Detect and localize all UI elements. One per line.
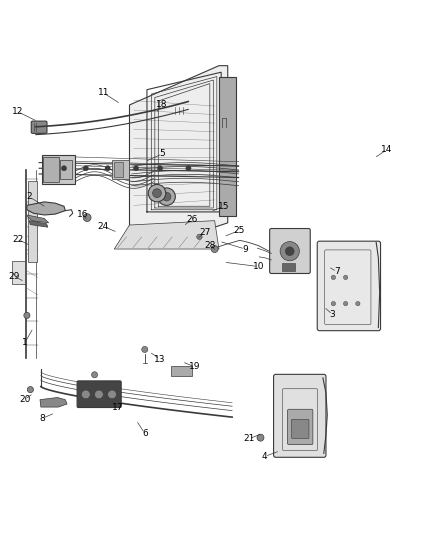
Text: 5: 5 [159,149,165,158]
Text: 12: 12 [11,107,23,116]
Text: 6: 6 [142,429,148,438]
Polygon shape [27,215,49,223]
FancyBboxPatch shape [114,161,123,177]
Text: 24: 24 [98,222,109,231]
Text: 4: 4 [262,452,268,461]
Text: 22: 22 [13,235,24,244]
FancyBboxPatch shape [288,409,313,445]
Circle shape [280,241,299,261]
Text: 21: 21 [243,434,254,443]
FancyBboxPatch shape [43,157,59,182]
FancyBboxPatch shape [42,155,75,183]
Circle shape [27,386,33,393]
Circle shape [159,107,165,113]
Polygon shape [40,398,67,407]
Text: 1: 1 [22,338,28,348]
Text: 9: 9 [242,245,248,254]
Circle shape [108,390,117,399]
Circle shape [142,346,148,352]
Circle shape [152,189,161,198]
Circle shape [92,372,98,378]
FancyBboxPatch shape [270,229,310,273]
FancyBboxPatch shape [172,104,196,116]
Polygon shape [130,66,228,249]
FancyBboxPatch shape [31,121,47,133]
Polygon shape [114,221,219,249]
Circle shape [83,214,91,222]
Circle shape [148,184,166,202]
FancyBboxPatch shape [317,241,381,330]
Circle shape [134,166,139,171]
FancyBboxPatch shape [274,374,326,457]
Text: 26: 26 [186,215,198,224]
Circle shape [197,234,202,239]
Circle shape [211,246,218,253]
FancyBboxPatch shape [28,181,37,262]
Circle shape [331,302,336,306]
Text: 8: 8 [39,414,45,423]
Text: 18: 18 [155,100,167,109]
Text: 25: 25 [233,226,244,235]
FancyBboxPatch shape [283,263,295,271]
FancyBboxPatch shape [171,366,192,376]
Circle shape [186,166,191,171]
Text: 3: 3 [330,310,336,319]
FancyBboxPatch shape [60,159,72,179]
Text: 11: 11 [98,88,109,97]
FancyBboxPatch shape [219,77,236,216]
Circle shape [83,166,88,171]
Circle shape [24,312,30,318]
Text: 20: 20 [19,395,30,404]
Text: 14: 14 [381,145,393,154]
Text: 19: 19 [189,362,201,372]
FancyBboxPatch shape [12,261,25,284]
Polygon shape [29,221,48,227]
Circle shape [343,275,348,280]
Circle shape [105,166,110,171]
Circle shape [158,188,175,205]
Text: 7: 7 [334,267,340,276]
FancyBboxPatch shape [291,419,309,439]
Circle shape [81,390,90,399]
Text: 29: 29 [8,272,19,280]
Circle shape [343,302,348,306]
Circle shape [356,302,360,306]
Text: 16: 16 [77,211,88,220]
FancyBboxPatch shape [112,159,130,179]
Circle shape [157,166,162,171]
Circle shape [162,192,171,201]
Circle shape [61,166,67,171]
Text: 2: 2 [26,192,32,201]
Polygon shape [27,202,65,215]
Circle shape [257,434,264,441]
Text: 17: 17 [112,402,124,411]
Text: 15: 15 [218,202,229,211]
Circle shape [331,275,336,280]
Text: 13: 13 [154,354,166,364]
Circle shape [286,247,294,256]
Text: 27: 27 [199,228,211,237]
Text: 10: 10 [253,262,264,271]
Text: 28: 28 [205,241,216,250]
FancyBboxPatch shape [77,381,121,408]
Circle shape [95,390,103,399]
